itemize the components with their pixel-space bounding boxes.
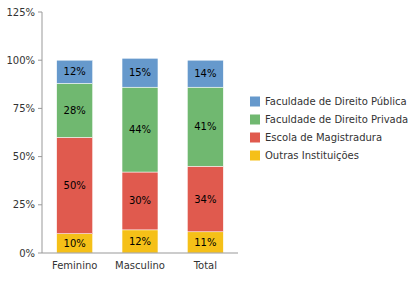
y-tick-label: 50% [13,151,35,162]
bar-segment [187,166,223,232]
bar-segment [57,60,93,83]
data-label: 15% [129,67,151,78]
y-tick [38,60,42,61]
bar-segment [122,58,158,87]
bar-segment [122,230,158,253]
data-label: 30% [129,195,151,206]
data-label: 44% [129,124,151,135]
legend-swatch [250,115,260,125]
y-axis-line [42,12,43,253]
legend-swatch [250,97,260,107]
x-tick-label: Feminino [52,260,97,271]
y-tick-label: 25% [13,199,35,210]
bar-segment [57,83,93,137]
data-label: 12% [64,66,86,77]
data-label: 11% [194,237,216,248]
data-label: 50% [64,180,86,191]
data-label: 34% [194,194,216,205]
data-labels: 10% 12% 11% 50% 30% 34% 28% 44% 41% 12% 15% 14% [64,66,217,249]
legend-label: Outras Instituições [265,150,359,161]
x-axis-line [42,253,238,254]
legend-swatch [250,151,260,161]
y-tick [38,156,42,157]
bar-segment [122,87,158,172]
y-tick [38,12,42,13]
y-tick-label: 100% [6,55,35,66]
bar-segment [187,60,223,87]
legend-label: Escola de Magistradura [265,132,382,143]
bar-segment [57,234,93,253]
x-tick-label: Total [193,260,217,271]
bars [57,58,224,253]
y-tick-label: 0% [19,248,35,259]
data-label: 41% [194,121,216,132]
legend-label: Faculdade de Direito Pública [265,96,407,107]
data-label: 12% [129,236,151,247]
legend: Faculdade de Direito Pública Faculdade de… [250,96,408,161]
bar-segment [187,87,223,166]
bar-segment [57,137,93,233]
data-label: 10% [64,238,86,249]
y-tick [38,108,42,109]
data-label: 14% [194,68,216,79]
y-tick-label: 125% [6,7,35,18]
bar-segment [122,172,158,230]
y-tick [38,204,42,205]
data-label: 28% [64,105,86,116]
legend-swatch [250,133,260,143]
bar-segment [187,232,223,253]
legend-label: Faculdade de Direito Privada [265,114,408,125]
y-tick-label: 75% [13,103,35,114]
chart: 10% 12% 11% 50% 30% 34% 28% 44% 41% 12% 15% 14% 0% 25… [0,0,418,281]
x-tick-label: Masculino [115,260,165,271]
y-tick [38,253,42,254]
